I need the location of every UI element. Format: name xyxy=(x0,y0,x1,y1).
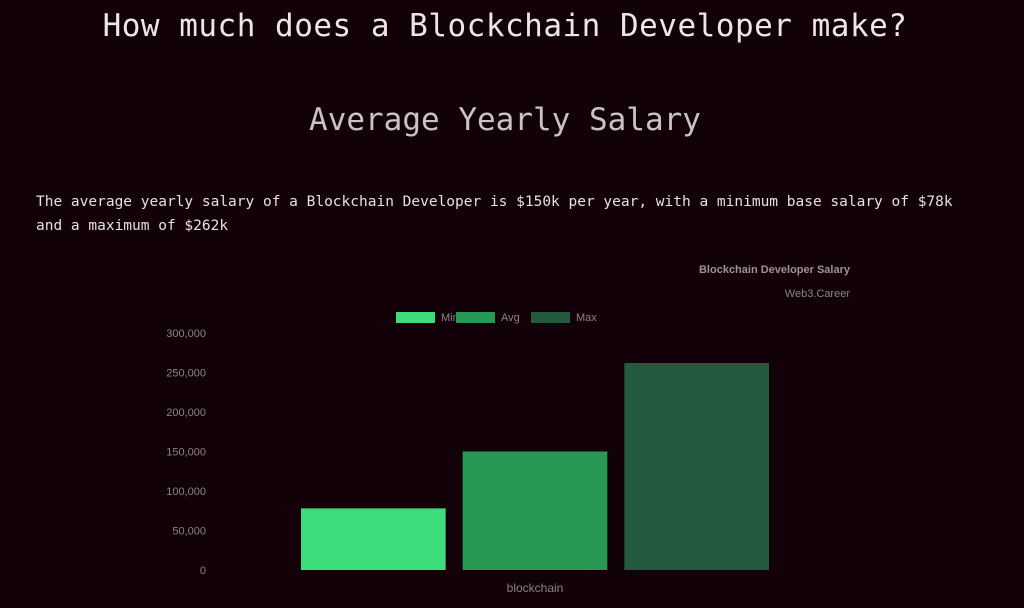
chart-subtitle: Web3.Career xyxy=(785,288,851,300)
bar-min[interactable] xyxy=(301,508,446,570)
legend-label: Avg xyxy=(501,312,520,324)
y-tick-label: 200,000 xyxy=(166,407,206,419)
page-title: How much does a Blockchain Developer mak… xyxy=(102,8,908,44)
section-title: Average Yearly Salary xyxy=(309,102,701,138)
x-tick-label: blockchain xyxy=(507,581,564,595)
y-tick-label: 250,000 xyxy=(166,368,206,380)
salary-chart: Blockchain Developer Salary Web3.Career … xyxy=(150,255,870,605)
bar-group xyxy=(301,363,769,570)
legend-swatch xyxy=(456,312,495,323)
y-tick-label: 50,000 xyxy=(172,526,206,538)
y-tick-label: 150,000 xyxy=(166,447,206,459)
salary-summary: The average yearly salary of a Blockchai… xyxy=(36,194,953,234)
y-tick-label: 100,000 xyxy=(166,486,206,498)
bar-avg[interactable] xyxy=(462,451,608,571)
bar-max[interactable] xyxy=(624,363,769,570)
legend-swatch xyxy=(396,312,435,323)
legend-swatch xyxy=(531,312,570,323)
legend-item-max[interactable]: Max xyxy=(531,312,597,324)
legend-label: Min xyxy=(441,312,459,324)
legend-item-avg[interactable]: Avg xyxy=(456,312,520,324)
x-axis: blockchain xyxy=(507,581,564,595)
y-axis: 0 50,000 100,000 150,000 200,000 250,000 300,0… xyxy=(166,328,206,577)
legend-label: Max xyxy=(576,312,597,324)
legend-item-min[interactable]: Min xyxy=(396,312,459,324)
chart-title: Blockchain Developer Salary xyxy=(699,264,851,276)
y-tick-label: 0 xyxy=(200,565,206,577)
y-tick-label: 300,000 xyxy=(166,328,206,340)
chart-legend: Min Avg Max xyxy=(396,312,597,324)
